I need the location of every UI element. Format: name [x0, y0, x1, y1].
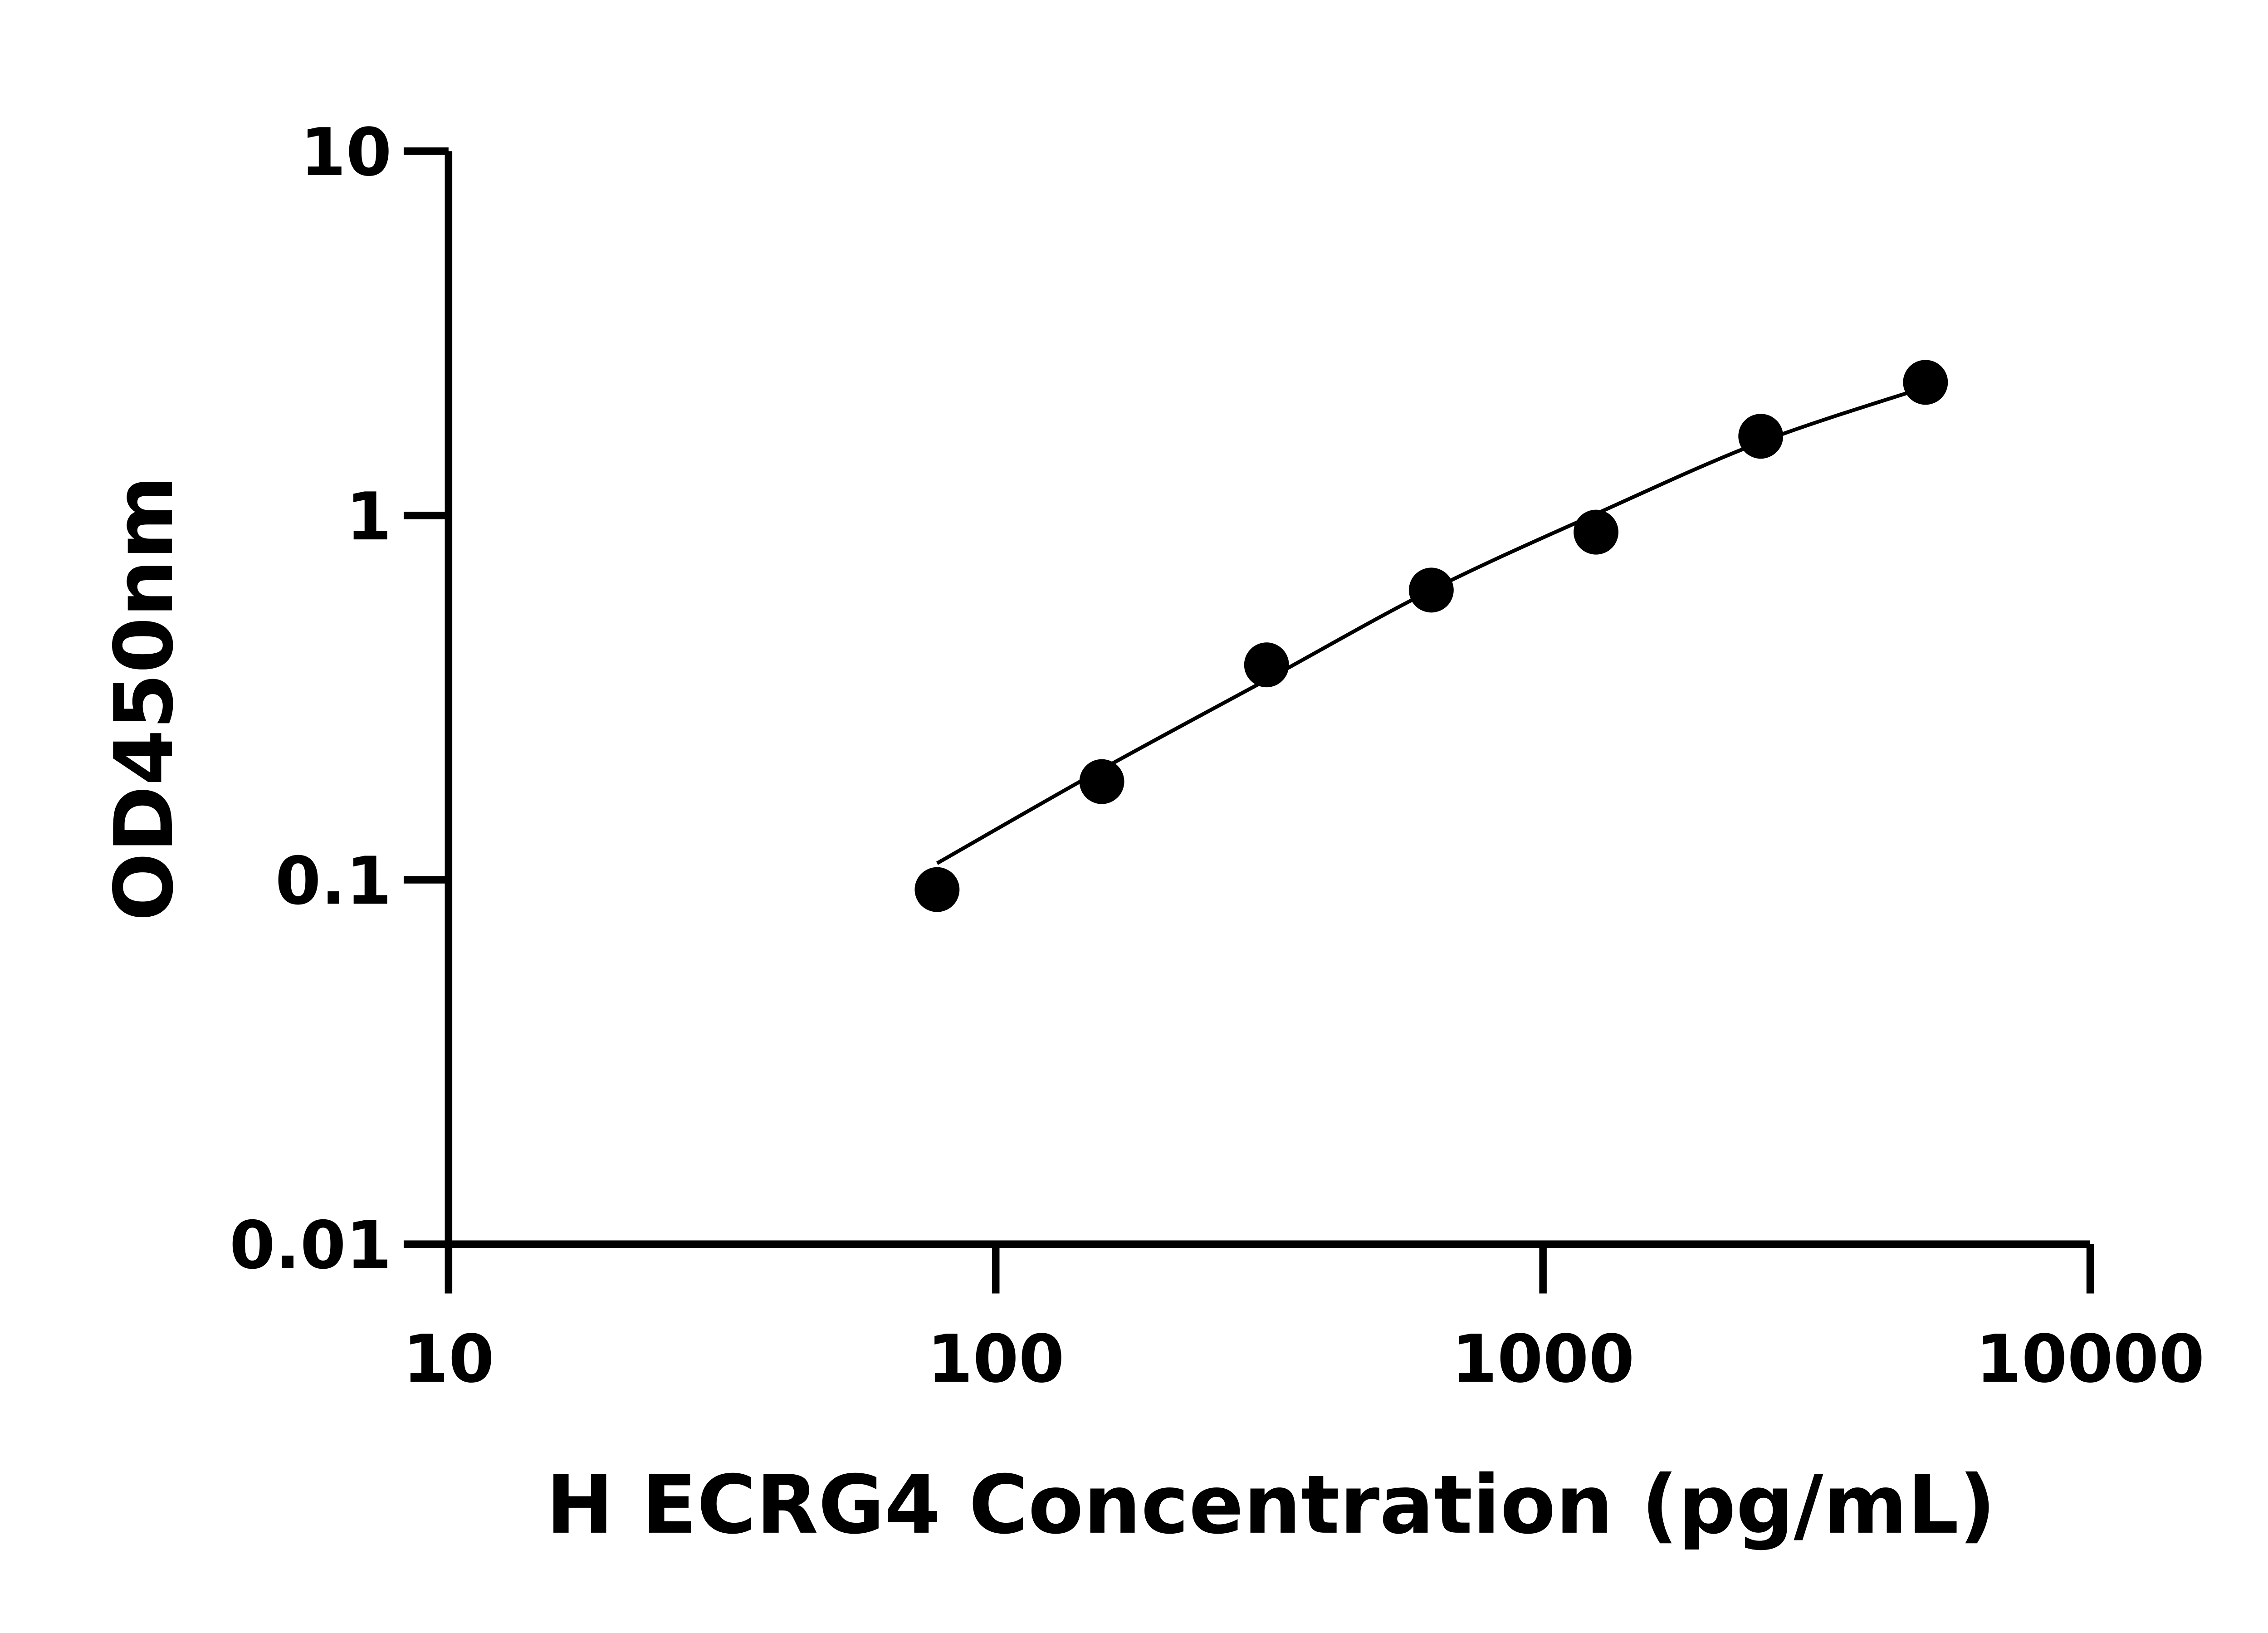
data-point	[1738, 414, 1784, 459]
y-axis-label: OD450nm	[97, 475, 191, 921]
data-points	[914, 360, 1948, 912]
data-point	[914, 867, 960, 912]
x-tick-label: 10000	[1976, 1321, 2205, 1398]
y-tick-label: 0.1	[275, 843, 392, 919]
x-tick-label: 10	[403, 1321, 494, 1398]
data-point	[1079, 759, 1124, 804]
y-tick-label: 10	[300, 114, 392, 191]
axes	[445, 151, 2091, 1248]
data-point	[1574, 509, 1618, 555]
y-tick-label: 0.01	[230, 1207, 392, 1284]
data-point	[1408, 567, 1454, 613]
ticks: 10 100 1000 10000 0.01 0.1 1 10	[230, 114, 2204, 1398]
x-tick-label: 1000	[1452, 1321, 1635, 1398]
data-point	[1244, 642, 1289, 688]
y-tick-label: 1	[346, 479, 392, 555]
x-axis-label: H ECRG4 Concentration (pg/mL)	[546, 1458, 1996, 1552]
data-point	[1903, 360, 1948, 405]
x-tick-label: 100	[927, 1321, 1065, 1398]
